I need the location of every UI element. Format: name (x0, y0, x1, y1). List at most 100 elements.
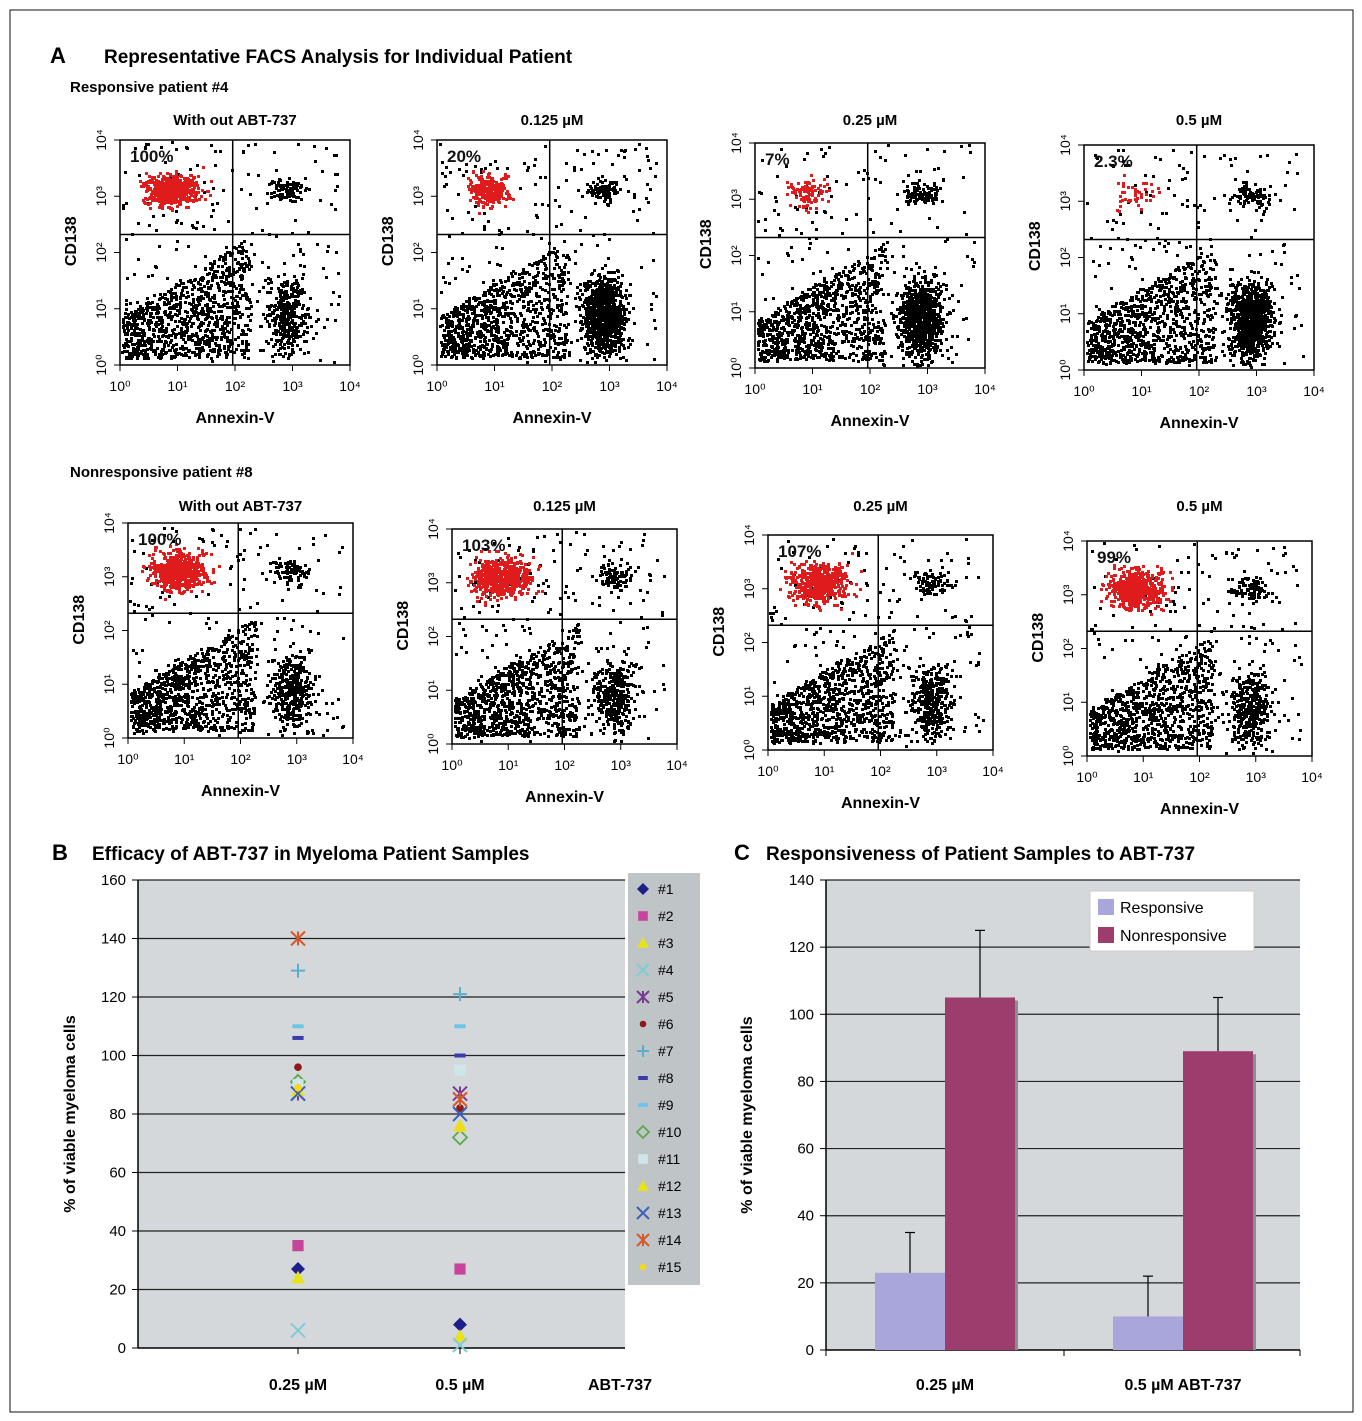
y-tick-label: 10⁴ (93, 129, 109, 151)
data-point-15-1 (294, 1083, 302, 1092)
x-tick-label: 10² (542, 378, 563, 394)
facs-dots (1086, 149, 1305, 369)
data-point-13-2 (452, 1106, 468, 1122)
legend-label: #8 (658, 1070, 674, 1086)
y-tick-label: 10⁰ (728, 357, 744, 379)
x-tick-label: 10⁰ (1073, 383, 1095, 399)
x-tick-label: 10⁴ (342, 751, 364, 767)
panel-b-letter: B (52, 840, 68, 865)
x-tick-label: 10¹ (167, 378, 188, 394)
y-tick-label: 10⁰ (1060, 745, 1076, 767)
legend-label: #14 (658, 1232, 682, 1248)
legend-marker (636, 1206, 650, 1220)
x-tick-label: 10⁰ (426, 378, 448, 394)
y-axis-label: CD138 (1027, 221, 1044, 271)
legend-marker (638, 911, 648, 921)
x-tick-label: 0.25 µM (916, 1377, 974, 1394)
legend-label: #13 (658, 1205, 682, 1221)
y-tick-label: 10³ (93, 186, 109, 207)
y-tick-label: 10³ (741, 578, 757, 599)
y-tick-label: 120 (101, 989, 126, 1006)
y-axis-label: CD138 (698, 219, 715, 269)
x-tick-label: 10⁴ (666, 757, 688, 773)
legend-label: #2 (658, 908, 674, 924)
facs-percent-label: 100% (130, 147, 173, 166)
facs-percent-label: 20% (447, 147, 481, 166)
y-tick-label: 10⁴ (1057, 134, 1073, 156)
legend-label: #9 (658, 1097, 674, 1113)
x-tick-label: 10³ (1246, 769, 1267, 785)
facs-plot-title: 0.125 µM (533, 498, 596, 515)
legend-label: #7 (658, 1043, 674, 1059)
y-tick-label: 80 (109, 1106, 126, 1123)
legend-marker (639, 1020, 647, 1028)
y-tick-label: 10¹ (425, 680, 441, 701)
y-tick-label: 40 (109, 1223, 126, 1240)
y-axis-label: CD138 (711, 607, 728, 657)
x-tick-label: 0.5 µM (435, 1377, 484, 1394)
data-point-8-2 (454, 1053, 466, 1058)
facs-percent-label: 100% (138, 530, 181, 549)
y-tick-label: 100 (101, 1048, 126, 1065)
facs-dots (769, 538, 985, 748)
x-tick-label: 10⁰ (757, 763, 779, 779)
facs-percent-label: 99% (1097, 548, 1131, 567)
x-tick-label: 10³ (611, 757, 632, 773)
data-point-10-2 (451, 1129, 469, 1146)
y-tick-label: 10³ (1057, 191, 1073, 212)
x-tick-label: 10⁴ (974, 381, 996, 397)
data-point-7-1 (291, 963, 305, 978)
x-tick-label: 10¹ (174, 751, 195, 767)
facs-dots (757, 144, 976, 368)
data-point-13-1 (290, 1085, 306, 1102)
y-tick-label: 140 (789, 872, 814, 889)
x-tick-label: 10² (870, 763, 891, 779)
x-tick-label: 10³ (282, 378, 303, 394)
legend-label: #12 (658, 1178, 682, 1194)
panel-a-letter: A (50, 43, 66, 68)
x-tick-label: 10¹ (498, 757, 519, 773)
facs-dots (121, 141, 341, 364)
y-tick-label: 10³ (101, 566, 117, 587)
legend-label: #6 (658, 1016, 674, 1032)
y-tick-label: 100 (789, 1006, 814, 1023)
legend-label: #1 (658, 881, 674, 897)
y-tick-label: 10² (741, 632, 757, 653)
legend-marker (639, 1263, 647, 1271)
facs-plot-title: With out ABT-737 (179, 498, 302, 515)
legend-marker (635, 1124, 651, 1140)
x-tick-label: 10⁴ (982, 763, 1004, 779)
x-tick-label: 10³ (917, 381, 938, 397)
y-tick-label: 20 (797, 1275, 814, 1292)
y-tick-label: 10¹ (410, 298, 426, 319)
y-tick-label: 10¹ (741, 686, 757, 707)
row-label-responsive: Responsive patient #4 (70, 79, 229, 96)
legend-marker (637, 937, 649, 948)
data-point-3-1 (291, 1270, 305, 1284)
data-point-6-2 (456, 1104, 464, 1112)
x-axis-label: Annexin-V (512, 410, 591, 427)
facs-percent-label: 107% (778, 542, 821, 561)
y-tick-label: 10³ (425, 572, 441, 593)
x-tick-label: 10⁰ (744, 381, 766, 397)
facs-percent-label: 2.3% (1094, 152, 1133, 171)
y-axis-label: CD138 (1030, 613, 1047, 663)
y-tick-label: 10⁰ (93, 354, 109, 376)
y-tick-label: 60 (109, 1165, 126, 1182)
y-axis-label: % of viable myeloma cells (739, 1016, 756, 1214)
data-point-15-2 (456, 1124, 464, 1133)
legend-marker (637, 1045, 649, 1057)
row-label-nonresponsive: Nonresponsive patient #8 (70, 464, 253, 481)
panel-a-title: Representative FACS Analysis for Individ… (104, 47, 573, 68)
data-point-9-2 (454, 1024, 466, 1029)
x-tick-label: 10⁴ (656, 378, 678, 394)
x-tick-label: 10⁴ (339, 378, 361, 394)
data-point-2-1 (292, 1240, 304, 1252)
y-tick-label: 40 (797, 1208, 814, 1225)
y-tick-label: 10¹ (93, 298, 109, 319)
facs-dots (454, 531, 666, 743)
